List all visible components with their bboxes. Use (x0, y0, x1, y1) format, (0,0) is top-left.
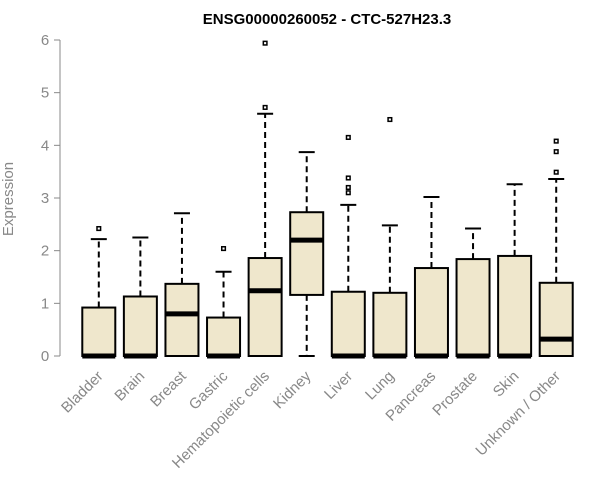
box-rect (206, 316, 242, 358)
outlier-point (345, 184, 351, 191)
box-group (122, 236, 158, 359)
outlier-point (345, 175, 351, 181)
box-rect (122, 295, 158, 357)
y-tick-label: 4 (41, 137, 49, 154)
x-category-label: Kidney (270, 367, 315, 412)
box-rect (538, 281, 574, 357)
box-rect (497, 254, 533, 357)
x-category-label: Liver (321, 368, 356, 403)
box-rect (247, 257, 283, 358)
y-tick-label: 5 (41, 85, 49, 102)
box-group (81, 225, 117, 359)
x-category-label: Skin (490, 368, 523, 401)
box-rect (372, 291, 408, 357)
chart-title: ENSG00000260052 - CTC-527H23.3 (203, 11, 451, 28)
box-rect (330, 290, 366, 358)
box-group (206, 246, 242, 359)
box-group (330, 134, 366, 359)
outlier-point (262, 104, 268, 110)
outlier-point (553, 149, 559, 155)
box-rect (455, 258, 491, 357)
y-tick-label: 2 (41, 243, 49, 260)
box-group (455, 227, 491, 359)
box-group (164, 212, 200, 358)
box-rect (413, 267, 449, 357)
box-group (289, 151, 325, 357)
outlier-point (345, 134, 351, 140)
y-tick-label: 0 (41, 348, 49, 365)
outlier-point (220, 246, 227, 252)
outlier-point (387, 116, 393, 123)
box-series (81, 40, 574, 359)
x-category-label: Brain (111, 368, 148, 405)
x-category-label: Breast (147, 367, 190, 410)
box-group (413, 195, 449, 359)
x-category-label: Lung (362, 368, 398, 404)
y-axis-label: Expression (0, 162, 17, 236)
y-tick-label: 1 (41, 295, 49, 312)
x-category-label: Bladder (58, 368, 107, 417)
y-tick-label: 6 (41, 32, 49, 49)
box-rect (164, 282, 200, 358)
y-axis: 0 1 2 3 4 5 6 (41, 32, 61, 365)
box-group (247, 40, 283, 358)
box-rect (289, 211, 325, 296)
box-group (538, 138, 574, 357)
outlier-point (553, 169, 559, 175)
outlier-point (96, 225, 102, 232)
outlier-point (262, 40, 268, 46)
box-group (497, 183, 533, 359)
outlier-point (553, 138, 559, 144)
box-rect (81, 306, 117, 357)
x-category-label: Prostate (429, 368, 481, 420)
y-tick-label: 3 (41, 190, 49, 207)
outlier-point (345, 190, 351, 196)
box-group (372, 116, 408, 359)
